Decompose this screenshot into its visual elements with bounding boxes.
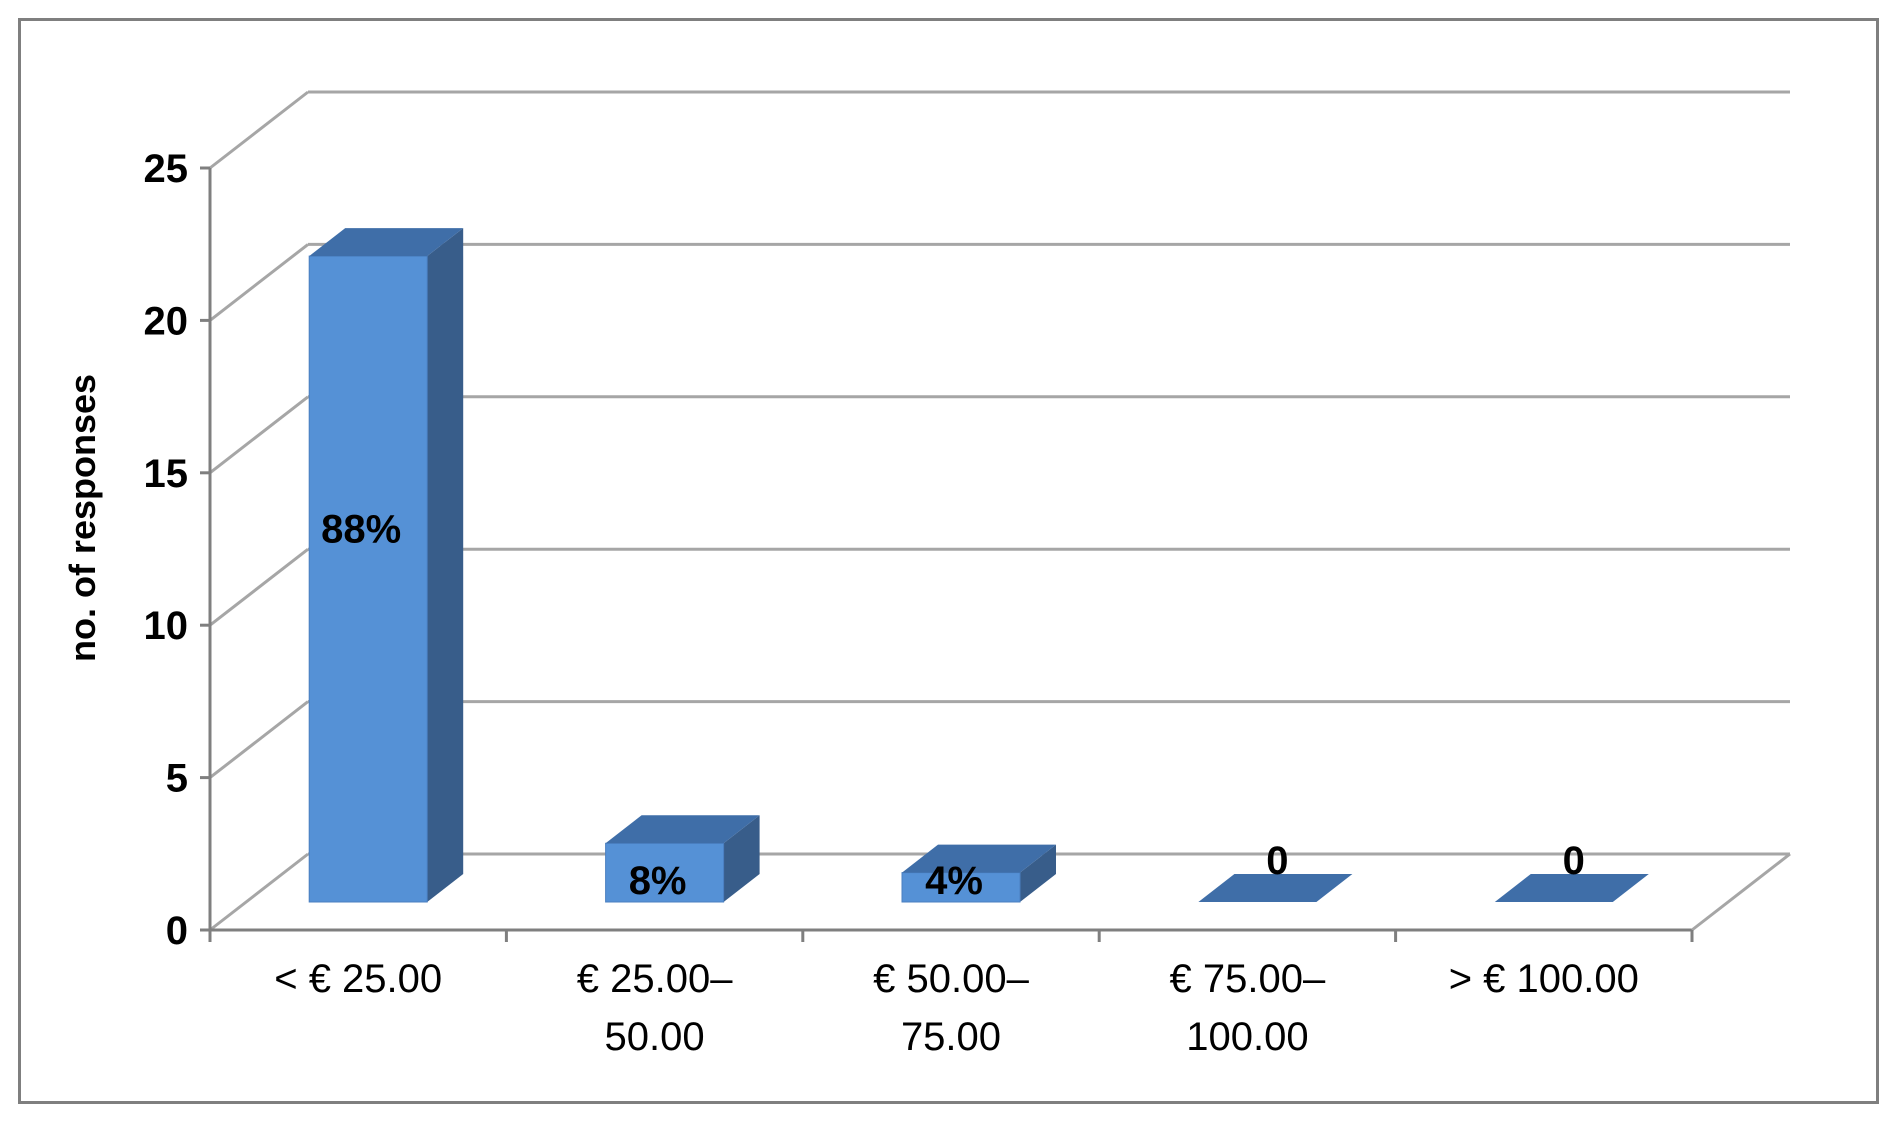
x-tick-label: 50.00 [605, 1015, 705, 1059]
bar-top [902, 844, 1056, 873]
gridline-side [209, 548, 309, 627]
bar [1494, 874, 1649, 902]
data-label: 8% [629, 859, 687, 903]
y-axis-label: no. of responses [62, 374, 103, 662]
y-tick-label: 10 [144, 604, 189, 648]
y-tick-label: 15 [144, 452, 189, 496]
data-label: 4% [925, 859, 983, 903]
x-tick-label: € 25.00– [577, 957, 733, 1001]
y-tick-label: 5 [166, 757, 188, 801]
x-tick-label: > € 100.00 [1449, 957, 1639, 1001]
x-tick-label: € 50.00– [873, 957, 1029, 1001]
bar [308, 228, 464, 903]
x-tick-label: < € 25.00 [274, 957, 442, 1001]
x-tick-label: € 75.00– [1170, 957, 1326, 1001]
bar-front [901, 872, 1021, 903]
gridline-side [209, 852, 309, 932]
bar-side [427, 228, 464, 902]
y-tick-label: 20 [144, 299, 189, 343]
bar-top [309, 228, 464, 257]
bar-side [723, 815, 760, 902]
bar-front [308, 255, 428, 903]
bars [308, 228, 1649, 903]
bar-side [1020, 844, 1056, 902]
bar-front [605, 842, 725, 903]
floor-right-edge [1691, 852, 1791, 932]
bar [605, 815, 760, 903]
y-tick-label: 25 [144, 147, 189, 191]
labels: 0 5 10 15 20 25 88% < € 25.00 8% € 25.00– 50.00 4% €… [144, 147, 1639, 1059]
x-tick-label: 100.00 [1186, 1015, 1308, 1059]
gridlines [209, 90, 1790, 932]
data-label: 0 [1563, 839, 1585, 883]
y-tick-label: 0 [166, 909, 188, 953]
x-tick-label: 75.00 [901, 1015, 1001, 1059]
bar-top [1494, 874, 1649, 902]
bar-top [605, 815, 760, 844]
bar [1198, 874, 1353, 902]
bar-top [1198, 874, 1353, 902]
gridline-side [209, 700, 309, 779]
data-label: 88% [321, 508, 401, 552]
data-label: 0 [1266, 839, 1288, 883]
bar [901, 844, 1056, 903]
gridline-side [209, 395, 309, 474]
gridline-side [209, 90, 309, 170]
axes [200, 166, 1791, 942]
gridline-side [209, 243, 309, 322]
